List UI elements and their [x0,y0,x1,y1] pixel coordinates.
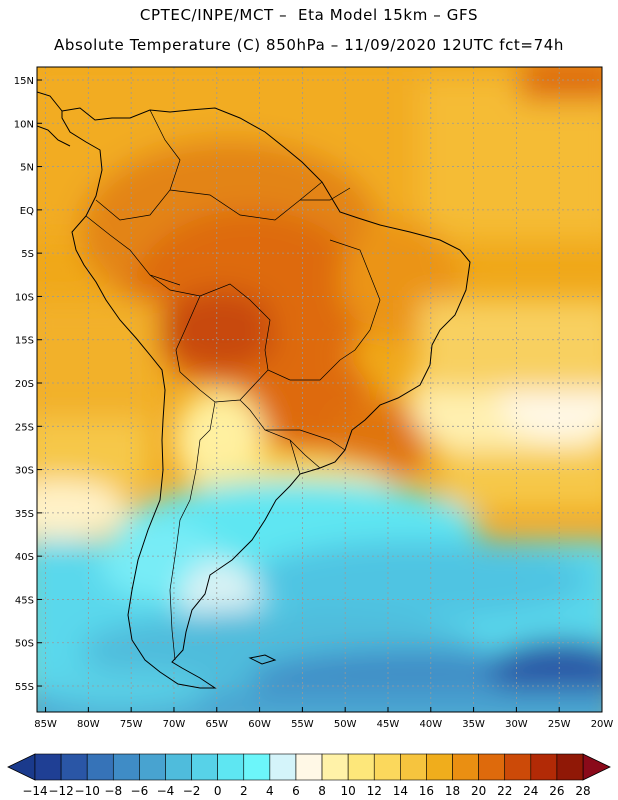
colorbar-label: 12 [367,784,382,798]
lat-label: EQ [20,206,34,217]
colorbar: −14 −12 −10 −8 −6 −4 −2 0 2 4 6 8 10 12 14 16 18 20 22 24 26… [7,753,611,798]
colorbar-swatch [243,753,271,781]
lat-label: 10S [15,292,34,303]
lon-label: 50W [334,719,357,730]
colorbar-low-arrow [7,753,36,781]
colorbar-label: 2 [240,784,248,798]
lon-label: 40W [419,719,442,730]
colorbar-swatch [530,753,558,781]
lat-label: 40S [15,552,34,563]
colorbar-swatch [269,753,297,781]
colorbar-label: 18 [445,784,460,798]
falkland-islands [248,654,277,665]
lat-label: 15S [15,336,34,347]
colorbar-swatch [478,753,506,781]
colorbar-swatch [86,753,114,781]
colorbar-swatch [373,753,401,781]
colorbar-swatch [191,753,218,781]
lat-label: 15N [14,76,34,87]
colorbar-swatch [34,753,62,781]
latitude-labels: 15N 10N 5N EQ 5S 10S 15S 20S 25S 30S 35S 40S 45S 50S 5… [14,76,42,693]
lat-label: 45S [15,595,34,606]
chart-title-line-1: CPTEC/INPE/MCT – Eta Model 15km – GFS [139,6,479,24]
colorbar-swatch [217,753,245,781]
lat-label: 55S [15,682,34,693]
colorbar-label: −12 [48,784,73,798]
lon-label: 45W [377,719,400,730]
colorbar-label: 26 [549,784,564,798]
colorbar-swatch [60,753,88,781]
colorbar-swatch [347,753,375,781]
lon-label: 75W [120,719,143,730]
colorbar-swatch [139,753,166,781]
lon-label: 30W [505,719,528,730]
colorbar-label: 4 [266,784,274,798]
colorbar-label: 10 [341,784,356,798]
colorbar-swatch [321,753,349,781]
colorbar-swatch [112,753,140,781]
lon-label: 80W [77,719,100,730]
colorbar-swatch [504,753,532,781]
lat-label: 5N [20,163,34,174]
colorbar-label: −2 [183,784,201,798]
colorbar-label: −10 [75,784,100,798]
colorbar-label: 22 [497,784,512,798]
map-frame [36,66,603,713]
lon-label: 60W [248,719,271,730]
lon-label: 65W [205,719,228,730]
colorbar-label: 6 [292,784,300,798]
lon-label: 20W [591,719,614,730]
colorbar-label: −14 [22,784,47,798]
lat-label: 5S [21,249,34,260]
lat-label: 35S [15,509,34,520]
lon-label: 55W [291,719,314,730]
graticule [37,67,603,712]
lat-label: 25S [15,422,34,433]
longitude-labels: 85W 80W 75W 70W 65W 60W 55W 50W 45W 40W 35W 30W 25W 2… [34,707,613,730]
central-america [37,91,71,147]
lon-label: 85W [34,719,57,730]
colorbar-label: −8 [104,784,122,798]
colorbar-label: −6 [131,784,149,798]
colorbar-label: −4 [157,784,175,798]
colorbar-swatch [426,753,453,781]
colorbar-swatch [295,753,323,781]
colorbar-swatch [556,753,584,781]
temperature-field [37,67,602,712]
lon-label: 25W [548,719,571,730]
lon-label: 70W [163,719,186,730]
colorbar-label: 16 [419,784,434,798]
colorbar-label: 8 [318,784,326,798]
colorbar-label: 20 [471,784,486,798]
colorbar-swatch [452,753,479,781]
colorbar-swatch [165,753,192,781]
lat-label: 50S [15,639,34,650]
coastlines [37,91,471,689]
lon-label: 35W [462,719,485,730]
lat-label: 10N [14,119,34,130]
south-america-outline [61,107,471,689]
lat-label: 30S [15,466,34,477]
chart-title-line-2: Absolute Temperature (C) 850hPa – 11/09/… [54,36,564,54]
lat-label: 20S [15,379,34,390]
colorbar-label: 14 [393,784,408,798]
colorbar-label: 24 [523,784,538,798]
colorbar-label: 0 [214,784,222,798]
colorbar-swatch [400,753,427,781]
colorbar-label: 28 [575,784,590,798]
country-borders [85,109,381,661]
colorbar-high-arrow [582,753,611,781]
